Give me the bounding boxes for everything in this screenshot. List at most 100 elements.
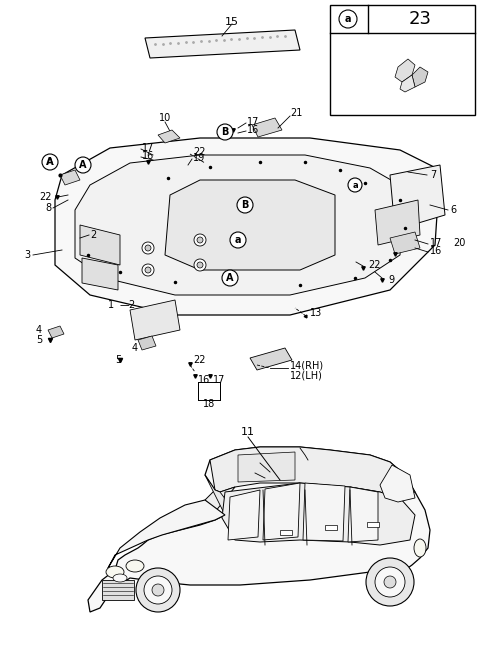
Circle shape xyxy=(197,237,203,243)
Text: —: — xyxy=(120,300,130,310)
Ellipse shape xyxy=(126,560,144,572)
Text: a: a xyxy=(352,180,358,190)
Text: 6: 6 xyxy=(450,205,456,215)
Polygon shape xyxy=(55,138,440,315)
Circle shape xyxy=(142,264,154,276)
Polygon shape xyxy=(130,300,180,340)
Text: 4: 4 xyxy=(36,325,42,335)
Text: 22: 22 xyxy=(193,355,205,365)
Text: 15: 15 xyxy=(225,17,239,27)
Polygon shape xyxy=(88,447,430,612)
Text: A: A xyxy=(47,157,53,167)
Polygon shape xyxy=(250,348,292,370)
Bar xyxy=(280,530,292,535)
Text: 23: 23 xyxy=(408,10,432,28)
Circle shape xyxy=(197,262,203,268)
Text: 8: 8 xyxy=(46,203,52,213)
Polygon shape xyxy=(82,258,118,290)
Polygon shape xyxy=(228,490,260,540)
Circle shape xyxy=(339,10,357,28)
Circle shape xyxy=(384,576,396,588)
Bar xyxy=(102,580,134,600)
Polygon shape xyxy=(80,225,120,265)
Polygon shape xyxy=(205,487,235,512)
Polygon shape xyxy=(108,500,225,568)
Text: 20: 20 xyxy=(453,238,466,248)
Circle shape xyxy=(194,234,206,246)
Text: 13: 13 xyxy=(310,308,322,318)
Polygon shape xyxy=(380,465,415,502)
Polygon shape xyxy=(145,30,300,58)
Circle shape xyxy=(145,267,151,273)
Text: 5: 5 xyxy=(36,335,42,345)
Circle shape xyxy=(348,178,362,192)
Text: 22: 22 xyxy=(368,260,381,270)
Text: A: A xyxy=(79,160,87,170)
Text: a: a xyxy=(345,14,351,24)
Bar xyxy=(367,522,379,527)
Text: 17: 17 xyxy=(213,375,226,385)
Circle shape xyxy=(152,584,164,596)
Bar xyxy=(325,525,337,530)
Text: a: a xyxy=(235,235,241,245)
Text: 5: 5 xyxy=(115,355,121,365)
Circle shape xyxy=(366,558,414,606)
Text: 17: 17 xyxy=(247,117,259,127)
Circle shape xyxy=(145,245,151,251)
Polygon shape xyxy=(390,232,420,254)
Text: 16: 16 xyxy=(430,246,442,256)
Text: 16: 16 xyxy=(142,151,154,161)
Circle shape xyxy=(194,259,206,271)
Bar xyxy=(330,5,475,115)
Text: A: A xyxy=(226,273,234,283)
Ellipse shape xyxy=(113,574,127,582)
Text: 3: 3 xyxy=(24,250,30,260)
Circle shape xyxy=(217,124,233,140)
Text: 10: 10 xyxy=(159,113,171,123)
Polygon shape xyxy=(263,483,300,540)
Circle shape xyxy=(142,242,154,254)
Circle shape xyxy=(222,270,238,286)
Text: A: A xyxy=(46,157,54,167)
Polygon shape xyxy=(60,170,80,185)
Text: 21: 21 xyxy=(290,108,302,118)
Text: 16: 16 xyxy=(247,125,259,135)
Text: 9: 9 xyxy=(388,275,394,285)
Ellipse shape xyxy=(106,566,124,578)
Text: 2: 2 xyxy=(90,230,96,240)
Circle shape xyxy=(144,576,172,604)
Polygon shape xyxy=(48,326,64,338)
Polygon shape xyxy=(222,483,415,545)
Text: 7: 7 xyxy=(430,170,436,180)
Polygon shape xyxy=(205,475,235,515)
Text: 18: 18 xyxy=(203,399,215,409)
Polygon shape xyxy=(158,130,180,143)
Text: B: B xyxy=(241,200,249,210)
Polygon shape xyxy=(238,452,295,482)
Text: 14(RH): 14(RH) xyxy=(290,360,324,370)
Polygon shape xyxy=(165,180,335,270)
Polygon shape xyxy=(412,67,428,87)
Text: 1: 1 xyxy=(108,300,114,310)
Bar xyxy=(198,382,220,400)
Polygon shape xyxy=(395,59,415,82)
Text: 4: 4 xyxy=(132,343,138,353)
Circle shape xyxy=(375,567,405,597)
Ellipse shape xyxy=(414,539,426,557)
Text: 22: 22 xyxy=(39,192,52,202)
Text: 12(LH): 12(LH) xyxy=(290,370,323,380)
Polygon shape xyxy=(375,200,420,245)
Polygon shape xyxy=(75,155,405,295)
Text: 16: 16 xyxy=(198,375,210,385)
Circle shape xyxy=(136,568,180,612)
Circle shape xyxy=(230,232,246,248)
Text: 11: 11 xyxy=(241,427,255,437)
Circle shape xyxy=(75,157,91,173)
Polygon shape xyxy=(210,447,415,498)
Text: 19: 19 xyxy=(193,153,205,163)
Circle shape xyxy=(237,197,253,213)
Polygon shape xyxy=(303,483,345,541)
Polygon shape xyxy=(400,75,415,92)
Polygon shape xyxy=(138,336,156,350)
Text: B: B xyxy=(221,127,228,137)
